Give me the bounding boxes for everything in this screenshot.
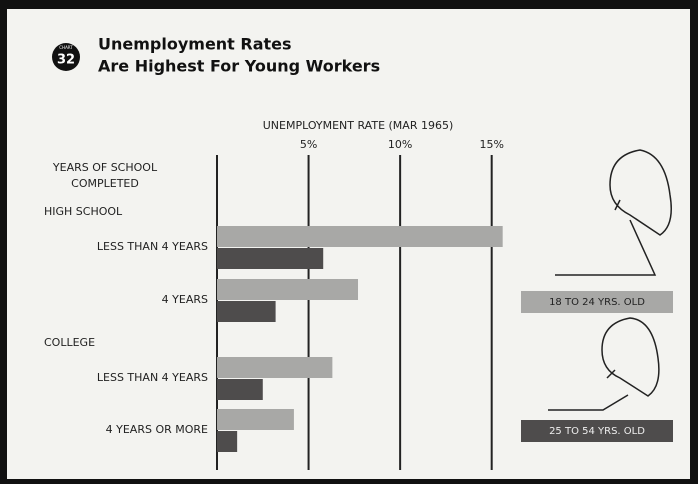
legend-swatch	[521, 420, 673, 442]
y-tick-label: LESS THAN 4 YEARS	[97, 240, 208, 253]
y-axis-label: COMPLETED	[71, 177, 139, 190]
badge-number: 32	[57, 53, 75, 68]
x-tick-label: 10%	[388, 138, 412, 151]
chart-title: Unemployment Rates	[98, 35, 292, 54]
bar	[217, 301, 276, 322]
badge-label: CHART	[59, 45, 73, 50]
bar	[217, 357, 333, 378]
bar	[217, 226, 503, 247]
bar	[217, 431, 238, 452]
group-label: COLLEGE	[44, 336, 95, 349]
x-axis-label: UNEMPLOYMENT RATE (MAR 1965)	[263, 119, 454, 132]
bar	[217, 279, 359, 300]
y-tick-label: 4 YEARS	[162, 293, 208, 306]
badge	[52, 43, 80, 71]
y-tick-label: LESS THAN 4 YEARS	[97, 371, 208, 384]
y-tick-label: 4 YEARS OR MORE	[106, 423, 208, 436]
bar	[217, 379, 263, 400]
x-tick-label: 5%	[300, 138, 317, 151]
illustration	[548, 149, 672, 411]
bar	[217, 248, 324, 269]
legend-label: 18 TO 24 YRS. OLD	[549, 297, 645, 308]
legend-swatch	[521, 291, 673, 313]
y-axis-label: YEARS OF SCHOOL	[52, 161, 158, 174]
chart-title: Are Highest For Young Workers	[98, 57, 380, 76]
bar	[217, 409, 294, 430]
x-tick-label: 15%	[479, 138, 503, 151]
group-label: HIGH SCHOOL	[44, 205, 123, 218]
legend-label: 25 TO 54 YRS. OLD	[549, 426, 645, 437]
